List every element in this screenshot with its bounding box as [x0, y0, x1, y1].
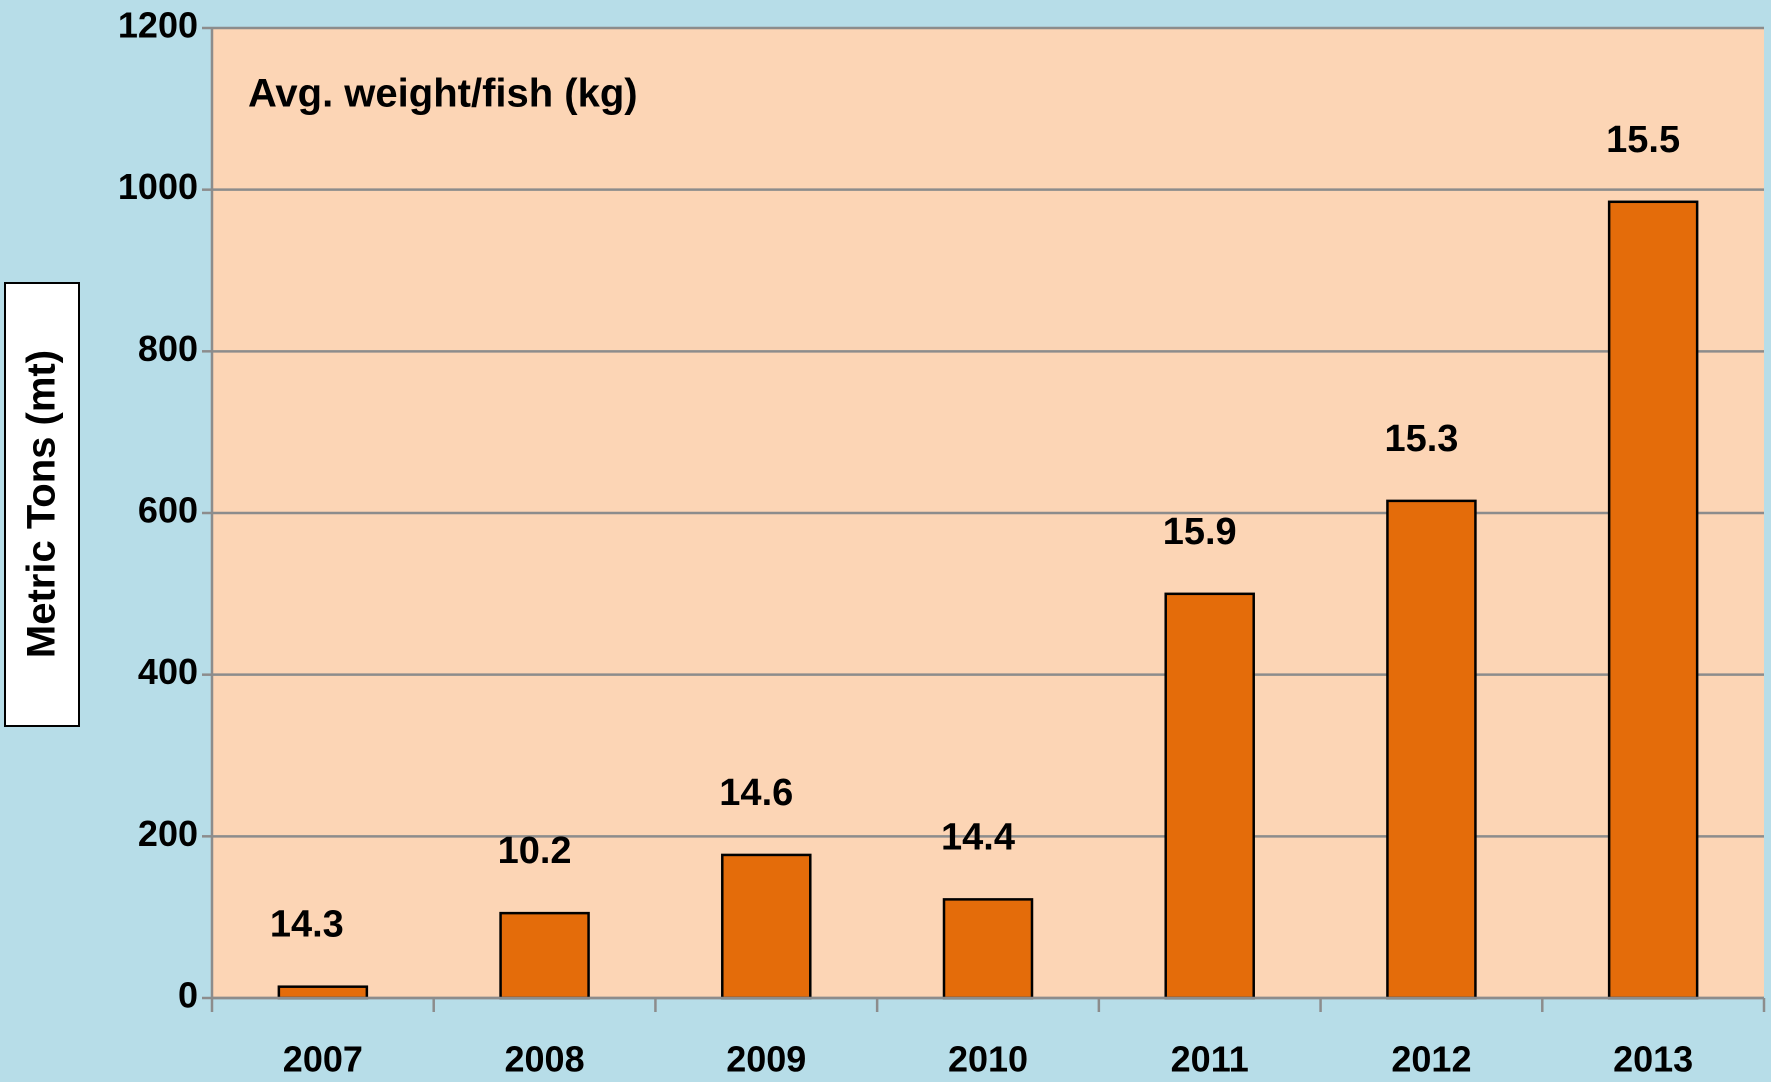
x-tick-label: 2007: [283, 1039, 363, 1080]
bar: [499, 911, 590, 1000]
bar: [277, 985, 369, 1000]
bar: [1164, 592, 1255, 1000]
avg-weight-label: 10.2: [498, 830, 572, 872]
avg-weight-label: 15.5: [1606, 119, 1680, 161]
bar: [942, 898, 1034, 1000]
y-axis-label: Metric Tons (mt): [20, 350, 64, 658]
bar: [721, 853, 812, 1000]
avg-weight-label: 15.3: [1384, 418, 1458, 460]
avg-weight-label: 15.9: [1163, 511, 1237, 553]
avg-weight-label: 14.3: [270, 904, 344, 946]
x-tick-label: 2011: [1171, 1039, 1249, 1080]
y-tick-label: 1200: [118, 5, 198, 46]
y-tick-label: 400: [138, 651, 198, 692]
annotation: Avg. weight/fish (kg): [248, 72, 638, 116]
bar: [1607, 200, 1699, 1000]
y-axis-label-box: [4, 282, 80, 727]
y-tick-label: 0: [178, 975, 198, 1016]
y-tick-label: 600: [138, 490, 198, 531]
avg-weight-label: 14.4: [941, 816, 1015, 858]
x-tick-label: 2009: [726, 1039, 806, 1080]
bar: [1386, 499, 1477, 1000]
x-tick-label: 2008: [505, 1039, 585, 1080]
x-tick-label: 2010: [948, 1039, 1028, 1080]
x-tick-label: 2012: [1391, 1039, 1471, 1080]
avg-weight-label: 14.6: [719, 772, 793, 814]
y-tick-label: 1000: [118, 166, 198, 207]
y-tick-label: 200: [138, 813, 198, 854]
y-tick-label: 800: [138, 328, 198, 369]
x-tick-label: 2013: [1613, 1039, 1693, 1080]
